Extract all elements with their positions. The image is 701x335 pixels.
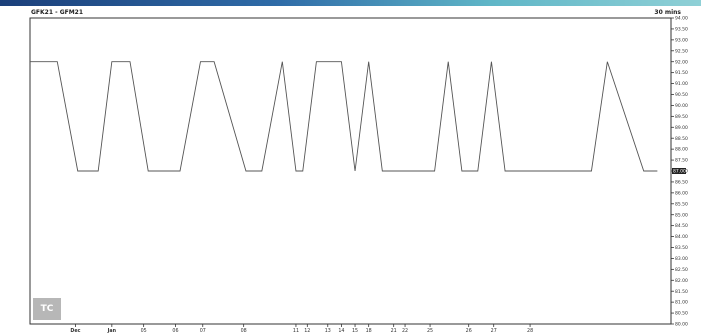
y-tick-label: 91.50 xyxy=(675,70,688,76)
x-tick-label: 25 xyxy=(427,328,433,334)
x-tick-label: 11 xyxy=(293,328,299,334)
y-tick-label: 83.50 xyxy=(675,245,688,251)
x-tick-label: 14 xyxy=(338,328,344,334)
y-tick-label: 84.50 xyxy=(675,223,688,229)
y-tick-label: 90.50 xyxy=(675,92,688,98)
chart-header: GFK21 - GFM21 30 mins xyxy=(0,6,701,18)
x-tick-label: 26 xyxy=(466,328,472,334)
x-tick-label: 05 xyxy=(141,328,147,334)
last-value-box xyxy=(672,168,686,174)
x-tick-label: 27 xyxy=(491,328,497,334)
y-tick-label: 91.00 xyxy=(675,81,688,87)
y-tick-label: 89.50 xyxy=(675,114,688,120)
y-tick-label: 80.00 xyxy=(675,322,688,328)
x-tick-label: 13 xyxy=(325,328,331,334)
y-tick-label: 89.00 xyxy=(675,125,688,131)
y-tick-label: 93.00 xyxy=(675,37,688,43)
y-axis: 94.00 93.50 93.00 92.50 92.00 91.50 91.00 90.50… xyxy=(671,16,688,328)
interval-label: 30 mins xyxy=(654,9,681,16)
y-tick-label: 92.00 xyxy=(675,59,688,65)
y-tick-label: 82.50 xyxy=(675,267,688,273)
y-tick-label: 81.00 xyxy=(675,300,688,306)
x-tick-label: 07 xyxy=(200,328,206,334)
x-tick-label: 15 xyxy=(352,328,358,334)
y-tick-label: 86.50 xyxy=(675,180,688,186)
series-layer xyxy=(30,61,658,172)
y-tick-label: 82.00 xyxy=(675,278,688,284)
x-tick-label: 12 xyxy=(304,328,310,334)
footer xyxy=(0,331,701,335)
x-tick-label: 06 xyxy=(172,328,178,334)
y-tick-label: 86.00 xyxy=(675,190,688,196)
watermark-logo: TC xyxy=(33,298,61,320)
x-tick-label: 28 xyxy=(527,328,533,334)
y-tick-label: 80.50 xyxy=(675,311,688,317)
x-tick-label: Dec xyxy=(70,328,80,334)
x-axis: Dec Jan 05 06 07 08 11 12 13 14 15 18 21 22 25 26 27 28 xyxy=(70,324,533,334)
last-value-label: 87.00 xyxy=(673,169,686,175)
x-tick-label: Jan xyxy=(107,328,117,334)
chart-title: GFK21 - GFM21 xyxy=(31,9,84,16)
series-line xyxy=(30,61,658,172)
y-tick-label: 84.00 xyxy=(675,234,688,240)
y-tick-label: 83.00 xyxy=(675,256,688,262)
x-tick-label: 08 xyxy=(241,328,247,334)
y-tick-label: 88.00 xyxy=(675,147,688,153)
y-tick-label: 94.00 xyxy=(675,16,688,22)
y-tick-label: 85.50 xyxy=(675,201,688,207)
top-accent-bar xyxy=(0,0,701,6)
x-tick-label: 21 xyxy=(391,328,397,334)
y-tick-label: 93.50 xyxy=(675,27,688,33)
x-tick-label: 18 xyxy=(366,328,372,334)
y-tick-label: 90.00 xyxy=(675,103,688,109)
y-tick-label: 87.50 xyxy=(675,158,688,164)
last-value-marker: 87.00 xyxy=(672,168,686,175)
y-tick-label: 88.50 xyxy=(675,136,688,142)
y-tick-label: 92.50 xyxy=(675,48,688,54)
x-tick-label: 22 xyxy=(402,328,408,334)
y-tick-label: 81.50 xyxy=(675,289,688,295)
y-tick-label: 85.00 xyxy=(675,212,688,218)
